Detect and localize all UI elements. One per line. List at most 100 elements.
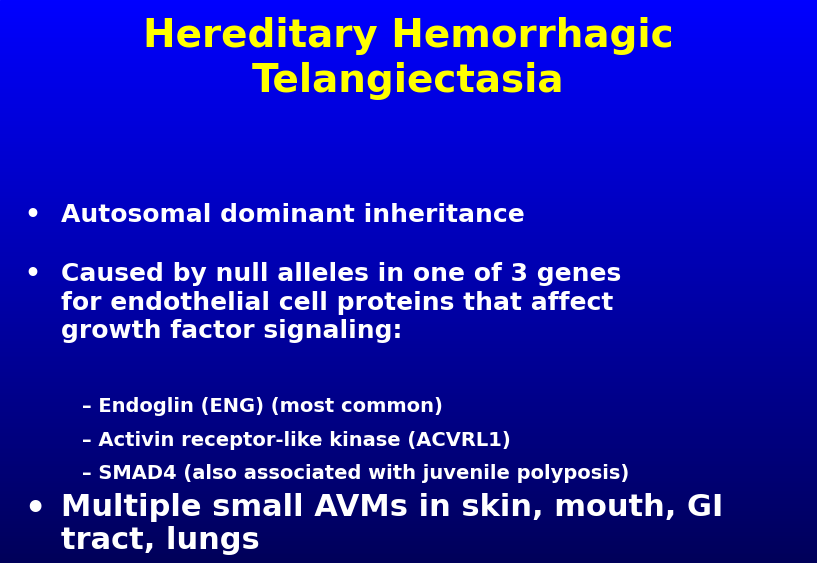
Bar [0,156,817,158]
Bar [0,109,817,111]
Bar [0,56,817,58]
Bar [0,249,817,252]
Bar [0,418,817,421]
Bar [0,546,817,548]
Bar [0,142,817,145]
Bar [0,456,817,458]
Bar [0,516,817,518]
Bar [0,17,817,19]
Bar [0,207,817,208]
Bar [0,216,817,218]
Bar [0,300,817,302]
Bar [0,162,817,163]
Bar [0,101,817,103]
Bar [0,524,817,525]
Bar [0,390,817,392]
Bar [0,347,817,349]
Bar [0,507,817,508]
Bar [0,289,817,291]
Bar [0,415,817,417]
Bar [0,203,817,204]
Bar [0,7,817,10]
Bar [0,96,817,97]
Bar [0,314,817,315]
Bar [0,257,817,259]
Bar [0,528,817,529]
Bar [0,477,817,479]
Bar [0,413,817,415]
Bar [0,150,817,152]
Bar [0,60,817,62]
Bar [0,287,817,289]
Bar [0,466,817,467]
Bar [0,259,817,261]
Bar [0,193,817,195]
Bar [0,236,817,238]
Bar [0,540,817,542]
Bar [0,111,817,113]
Bar [0,19,817,21]
Bar [0,434,817,435]
Bar [0,497,817,499]
Bar [0,381,817,383]
Bar [0,422,817,424]
Bar [0,518,817,520]
Bar [0,32,817,34]
Bar [0,473,817,475]
Bar [0,64,817,66]
Bar [0,454,817,456]
Bar [0,212,817,214]
Bar [0,90,817,92]
Bar [0,441,817,443]
Bar [0,310,817,311]
Bar [0,417,817,418]
Bar [0,439,817,441]
Bar [0,343,817,345]
Bar [0,531,817,533]
Bar [0,450,817,452]
Bar [0,92,817,94]
Bar [0,376,817,377]
Bar [0,283,817,285]
Bar [0,467,817,469]
Bar [0,511,817,512]
Bar [0,308,817,310]
Bar [0,229,817,231]
Bar [0,244,817,246]
Bar [0,505,817,507]
Bar [0,173,817,175]
Bar [0,405,817,407]
Bar [0,362,817,364]
Bar [0,366,817,368]
Bar [0,41,817,43]
Bar [0,321,817,323]
Bar [0,392,817,394]
Bar [0,240,817,242]
Text: •: • [25,203,41,227]
Bar [0,176,817,178]
Bar [0,107,817,109]
Bar [0,446,817,449]
Bar [0,421,817,422]
Bar [0,28,817,30]
Text: Autosomal dominant inheritance: Autosomal dominant inheritance [61,203,525,227]
Bar [0,120,817,122]
Bar [0,122,817,124]
Bar [0,145,817,146]
Bar [0,58,817,60]
Bar [0,559,817,561]
Bar [0,43,817,45]
Bar [0,334,817,336]
Bar [0,266,817,269]
Bar [0,30,817,32]
Bar [0,479,817,480]
Bar [0,462,817,463]
Bar [0,349,817,351]
Bar [0,328,817,330]
Bar [0,171,817,173]
Bar [0,398,817,400]
Bar [0,294,817,297]
Bar [0,533,817,535]
Bar [0,158,817,159]
Bar [0,100,817,101]
